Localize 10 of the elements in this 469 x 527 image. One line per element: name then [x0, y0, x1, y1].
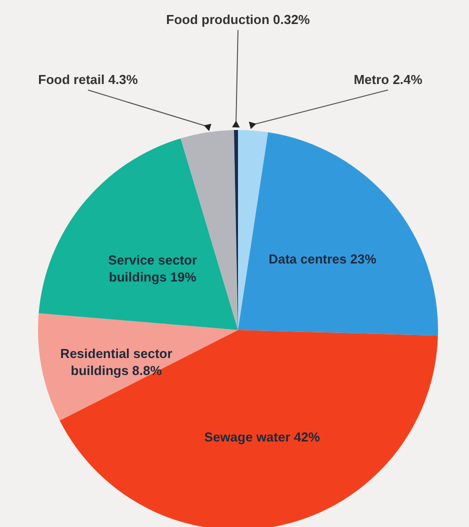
pie-slice	[238, 130, 268, 330]
slice-label: Sewage water 42%	[204, 429, 320, 444]
pie-slice	[38, 138, 238, 330]
slice-label: Residential sector buildings 8.8%	[60, 346, 172, 378]
slice-label: Data centres 23%	[268, 251, 377, 266]
slice-label: Metro 2.4%	[354, 72, 423, 87]
slice-label: Service sector buildings 19%	[108, 252, 198, 285]
slice-label: Food retail 4.3%	[38, 72, 138, 87]
slice-label: Food production 0.32%	[166, 12, 310, 27]
pie-slice	[238, 132, 438, 336]
